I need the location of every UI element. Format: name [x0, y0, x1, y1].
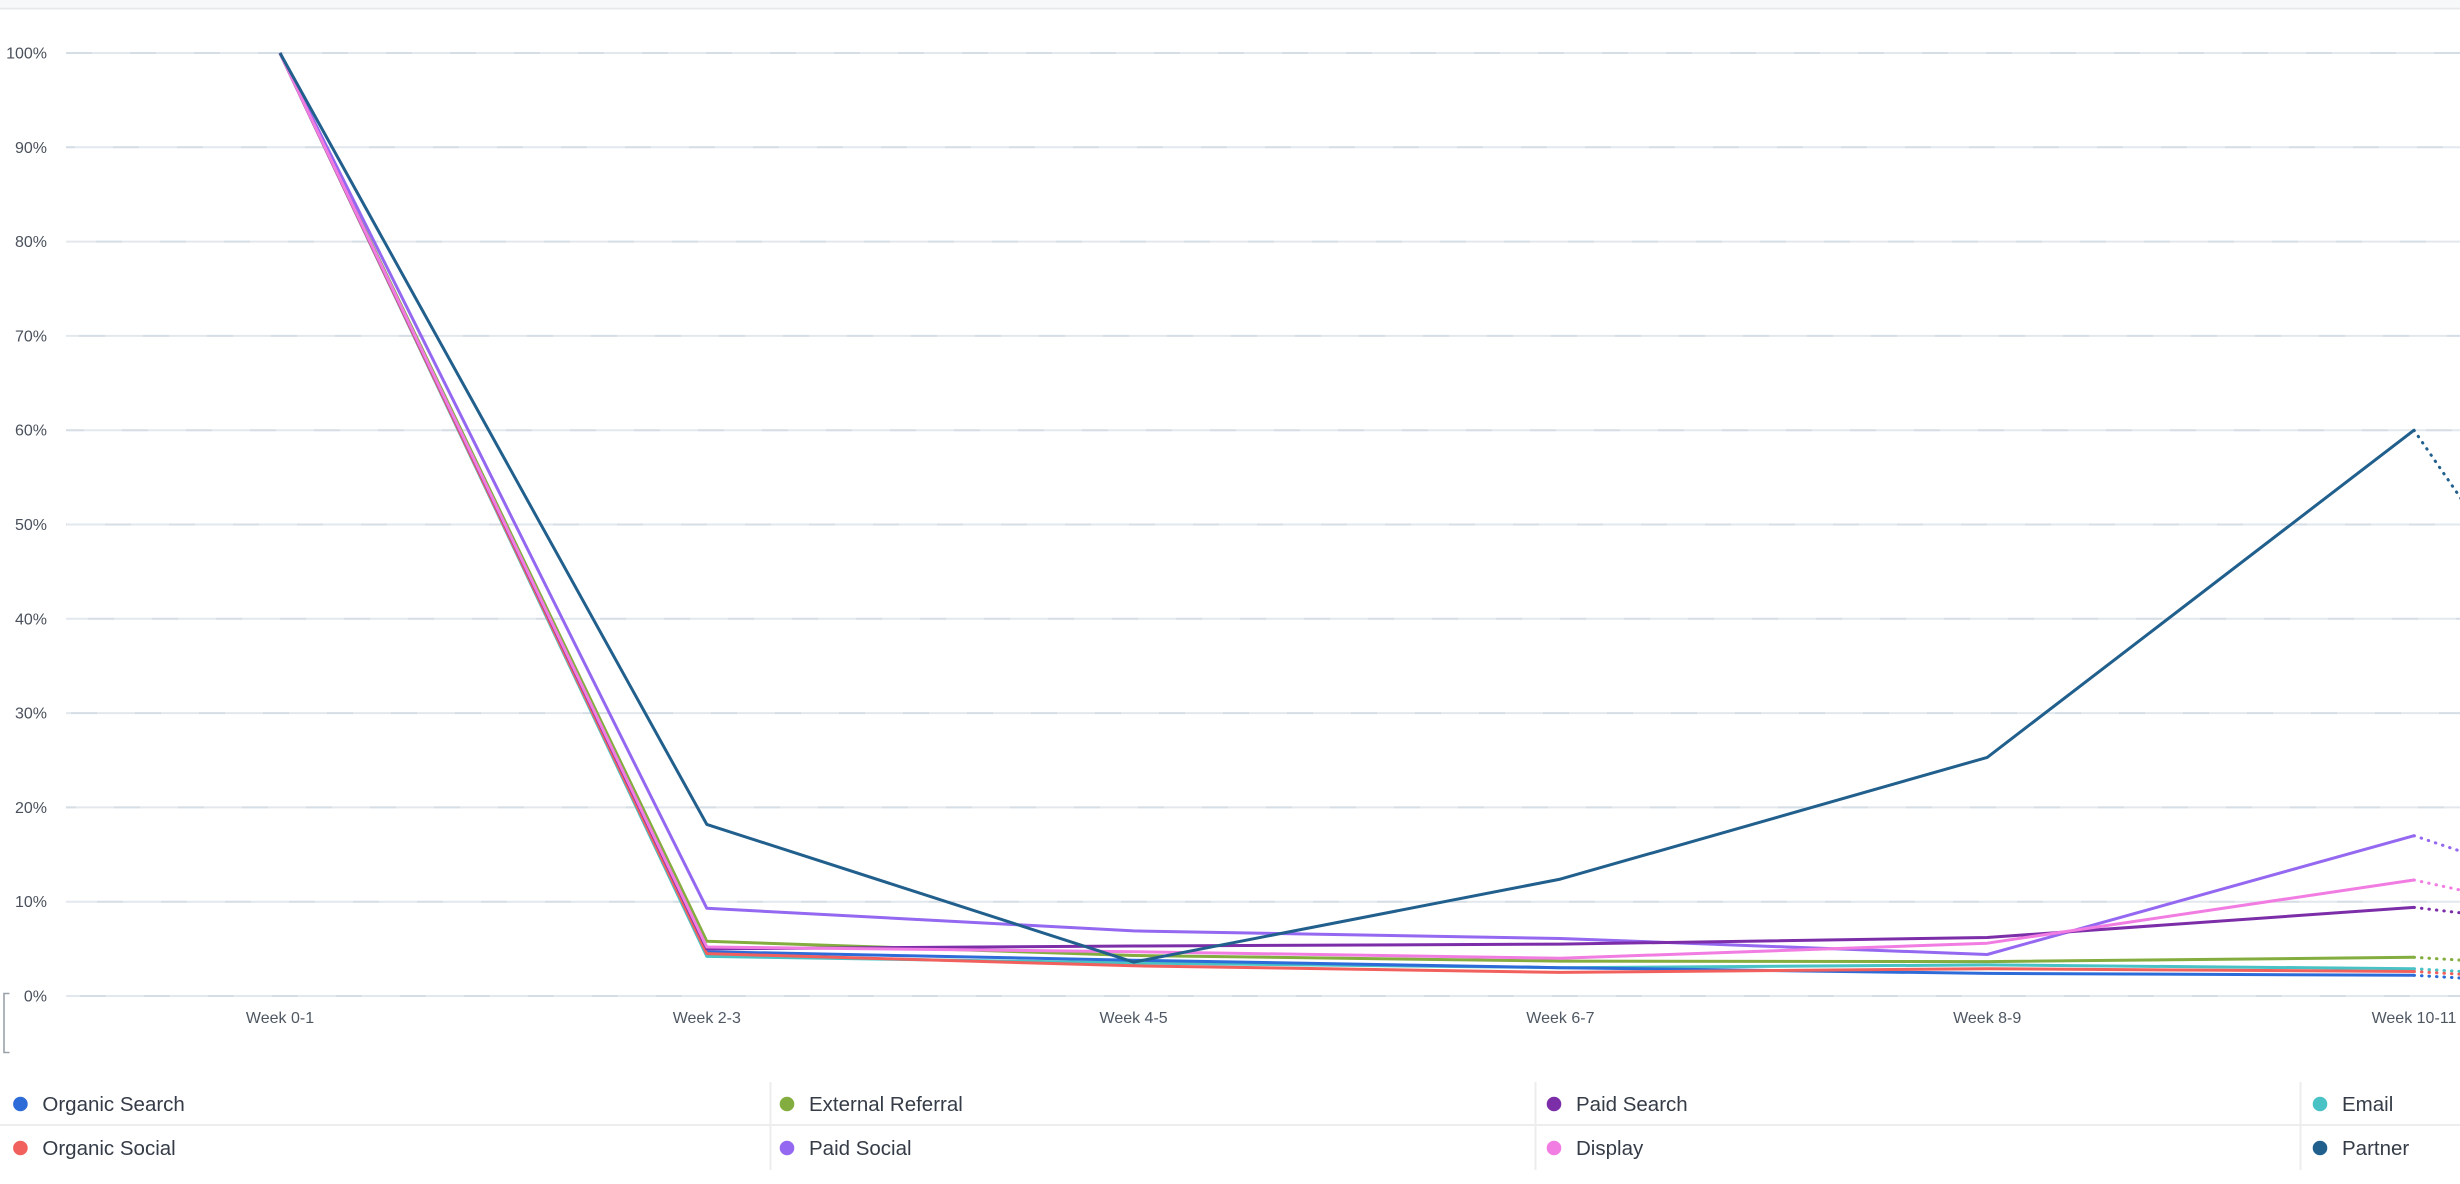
svg-text:90%: 90%	[15, 140, 47, 157]
svg-text:Week 4-5: Week 4-5	[1100, 1010, 1168, 1027]
svg-text:100%: 100%	[6, 46, 47, 63]
svg-text:50%: 50%	[15, 517, 47, 534]
svg-text:60%: 60%	[15, 423, 47, 440]
svg-text:80%: 80%	[15, 234, 47, 251]
svg-text:20%: 20%	[15, 800, 47, 817]
svg-text:Partner: Partner	[2342, 1137, 2409, 1160]
svg-text:Paid Search: Paid Search	[1576, 1093, 1688, 1116]
svg-text:10%: 10%	[15, 894, 47, 911]
svg-text:Organic Social: Organic Social	[42, 1137, 175, 1160]
svg-text:Week 10-11: Week 10-11	[2372, 1010, 2457, 1027]
svg-text:0%: 0%	[24, 989, 47, 1006]
svg-text:Week 0-1: Week 0-1	[246, 1010, 314, 1027]
svg-text:30%: 30%	[15, 706, 47, 723]
svg-text:Organic Search: Organic Search	[42, 1093, 184, 1116]
svg-text:Email: Email	[2342, 1093, 2393, 1116]
svg-text:Paid Social: Paid Social	[809, 1137, 912, 1160]
svg-text:Week 8-9: Week 8-9	[1953, 1010, 2021, 1027]
svg-text:Display: Display	[1576, 1137, 1644, 1160]
svg-text:Week 2-3: Week 2-3	[673, 1010, 741, 1027]
svg-text:External Referral: External Referral	[809, 1093, 963, 1116]
svg-text:70%: 70%	[15, 328, 47, 345]
svg-text:40%: 40%	[15, 611, 47, 628]
svg-text:Week 6-7: Week 6-7	[1526, 1010, 1594, 1027]
